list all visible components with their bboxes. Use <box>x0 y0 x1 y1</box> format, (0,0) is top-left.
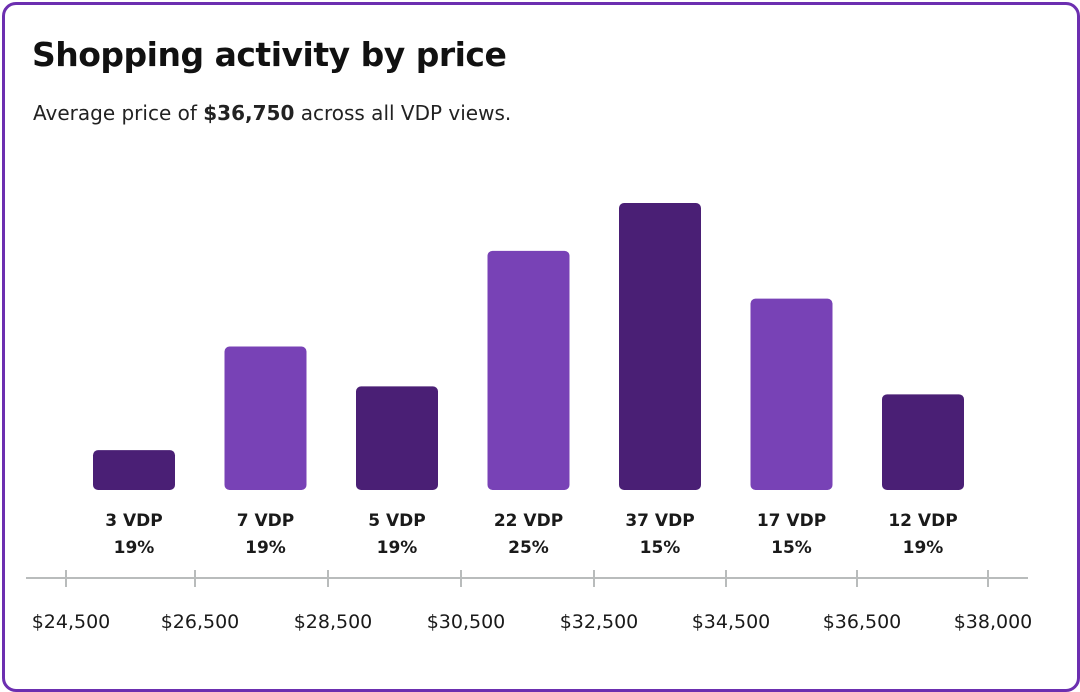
x-tick-label: $36,500 <box>823 611 902 633</box>
bar-count-label: 12 VDP <box>888 511 957 531</box>
bar-1 <box>93 450 175 490</box>
bar-percent-label: 19% <box>903 538 944 558</box>
bar-2 <box>224 346 307 490</box>
chart-subtitle: Average price of $36,750 across all VDP … <box>33 101 511 125</box>
x-tick-label: $28,500 <box>294 611 373 633</box>
subtitle-prefix: Average price of <box>33 101 204 125</box>
bar-percent-label: 19% <box>245 538 286 558</box>
bar-5 <box>619 203 701 490</box>
bar-3 <box>356 386 438 490</box>
bar-count-label: 17 VDP <box>757 511 826 531</box>
subtitle-suffix: across all VDP views. <box>294 101 512 125</box>
bar-count-label: 37 VDP <box>625 511 694 531</box>
x-tick-label: $24,500 <box>32 611 111 633</box>
bar-percent-label: 15% <box>640 538 681 558</box>
bar-count-label: 3 VDP <box>105 511 162 531</box>
average-price-value: $36,750 <box>203 101 295 125</box>
bar-percent-label: 15% <box>771 538 812 558</box>
bar-6 <box>750 298 833 490</box>
bar-count-label: 7 VDP <box>237 511 294 531</box>
bar-count-label: 5 VDP <box>368 511 425 531</box>
bar-7 <box>882 394 964 490</box>
bar-percent-label: 25% <box>508 538 549 558</box>
bar-percent-label: 19% <box>377 538 418 558</box>
x-tick-label: $34,500 <box>692 611 771 633</box>
bar-count-label: 22 VDP <box>494 511 563 531</box>
bar-4 <box>487 250 570 490</box>
chart-title: Shopping activity by price <box>32 35 507 74</box>
x-tick-label: $30,500 <box>427 611 506 633</box>
x-tick-label: $32,500 <box>560 611 639 633</box>
x-tick-label: $38,000 <box>954 611 1033 633</box>
bar-percent-label: 19% <box>114 538 155 558</box>
x-tick-label: $26,500 <box>161 611 240 633</box>
